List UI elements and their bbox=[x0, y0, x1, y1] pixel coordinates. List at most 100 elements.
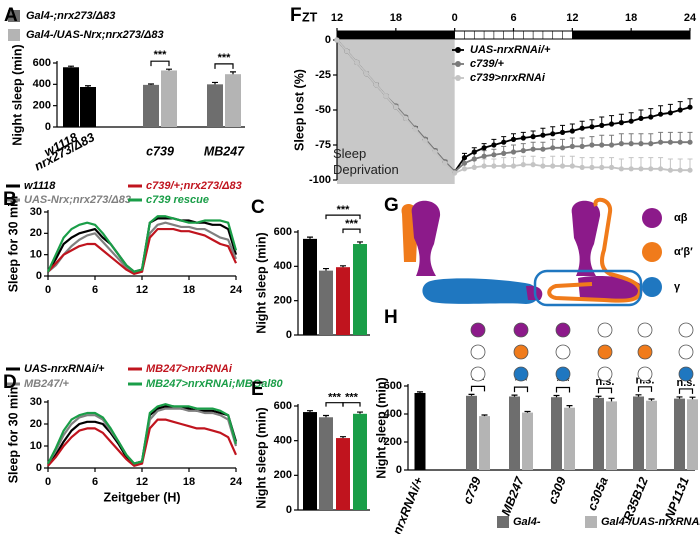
error-bar bbox=[481, 414, 488, 417]
panel-label: B bbox=[3, 189, 17, 210]
y-axis-title: Night sleep (min) bbox=[10, 44, 24, 145]
point bbox=[589, 164, 595, 170]
expression-circle bbox=[470, 366, 486, 382]
error-bar bbox=[595, 395, 602, 398]
legend-label: MB247>nrxRNAi bbox=[146, 363, 233, 375]
panel-label: A bbox=[4, 5, 18, 26]
legend-label: γ bbox=[674, 281, 681, 293]
bar bbox=[509, 396, 520, 470]
point bbox=[677, 139, 683, 145]
category-label: nrxRNAi/+ bbox=[390, 474, 426, 534]
error-bar bbox=[307, 236, 313, 239]
error-bar bbox=[511, 394, 518, 397]
y-tick-label: 400 bbox=[33, 78, 51, 90]
x-tick-label: 12 bbox=[331, 12, 343, 24]
point bbox=[393, 104, 399, 110]
significance-bracket bbox=[555, 386, 571, 393]
significance-label: *** bbox=[154, 49, 168, 61]
point bbox=[432, 149, 438, 155]
y-tick-label: 600 bbox=[33, 57, 51, 69]
significance-label: *** bbox=[218, 52, 232, 64]
error-bar bbox=[340, 265, 346, 268]
error-bar bbox=[323, 267, 329, 271]
significance-bracket bbox=[637, 386, 653, 392]
y-tick-label: 0 bbox=[286, 329, 292, 341]
error-bar bbox=[648, 398, 655, 401]
error-bar bbox=[148, 83, 154, 85]
point bbox=[550, 131, 556, 137]
point bbox=[599, 164, 605, 170]
error-bar bbox=[85, 85, 91, 87]
point bbox=[481, 145, 487, 151]
point bbox=[599, 122, 605, 128]
legend-marker bbox=[455, 75, 461, 81]
point bbox=[412, 127, 419, 133]
y-axis-title: Sleep for 30 min bbox=[6, 387, 20, 484]
error-bar bbox=[212, 81, 218, 85]
right-alpha-prime-outline bbox=[547, 197, 643, 303]
y-tick-label: 400 bbox=[274, 260, 292, 272]
y-tick-label: 30 bbox=[30, 206, 42, 218]
error-bar bbox=[468, 393, 475, 396]
expression-circle bbox=[555, 322, 571, 338]
point bbox=[589, 124, 595, 130]
point bbox=[403, 115, 409, 121]
category-label: c739 bbox=[460, 475, 483, 506]
point bbox=[569, 163, 575, 169]
point bbox=[667, 139, 673, 145]
expression-circle bbox=[470, 322, 486, 338]
point bbox=[559, 145, 566, 151]
x-tick-label: 24 bbox=[230, 476, 243, 488]
point bbox=[540, 163, 546, 169]
bar bbox=[319, 417, 333, 510]
bar bbox=[225, 74, 241, 127]
point bbox=[559, 129, 566, 135]
point bbox=[608, 121, 615, 127]
point bbox=[579, 164, 585, 170]
error-bar bbox=[357, 241, 363, 245]
point bbox=[638, 166, 644, 172]
x-tick-label: 6 bbox=[510, 12, 516, 24]
expression-circle bbox=[555, 366, 571, 382]
point bbox=[471, 164, 477, 170]
error-bar bbox=[524, 410, 531, 413]
point bbox=[510, 136, 517, 142]
category-label: NP1131 bbox=[662, 475, 692, 521]
expression-circle bbox=[513, 322, 529, 338]
sleep-deprivation-label: Sleep Deprivation bbox=[333, 146, 399, 177]
point bbox=[491, 152, 497, 158]
error-bar bbox=[68, 65, 74, 68]
bar bbox=[80, 87, 96, 127]
category-label: MB247 bbox=[499, 474, 527, 518]
y-tick-label: 0 bbox=[286, 504, 292, 516]
bar bbox=[207, 84, 223, 127]
error-bar bbox=[635, 394, 642, 397]
significance-bracket bbox=[597, 387, 613, 394]
series-line bbox=[47, 418, 238, 467]
point bbox=[579, 143, 585, 149]
legend-label: UAS-nrxRNAi/+ bbox=[24, 363, 105, 375]
y-axis-title: Night sleep (min) bbox=[254, 407, 268, 508]
mushroom-body-diagram bbox=[401, 197, 643, 307]
point bbox=[461, 166, 468, 172]
error-bar bbox=[417, 391, 423, 393]
point bbox=[491, 142, 497, 148]
x-tick-label: 0 bbox=[452, 12, 458, 24]
bar bbox=[606, 401, 617, 470]
expression-circle bbox=[637, 322, 653, 338]
point bbox=[618, 120, 624, 126]
x-tick-label: 6 bbox=[92, 476, 98, 488]
point bbox=[608, 142, 615, 148]
point bbox=[638, 141, 644, 147]
point bbox=[618, 141, 624, 147]
bar bbox=[479, 416, 490, 470]
y-tick-label: -50 bbox=[315, 104, 331, 116]
point bbox=[540, 132, 546, 138]
legend-label: Gal4-/UAS-Nrx;nrx273/Δ83 bbox=[26, 29, 164, 41]
point bbox=[569, 143, 575, 149]
dark-period bbox=[572, 31, 690, 39]
panel-label: C bbox=[251, 197, 265, 218]
point bbox=[677, 167, 683, 173]
expression-circle bbox=[678, 344, 694, 360]
legend-label: UAS-Nrx;nrx273/Δ83 bbox=[24, 194, 131, 206]
